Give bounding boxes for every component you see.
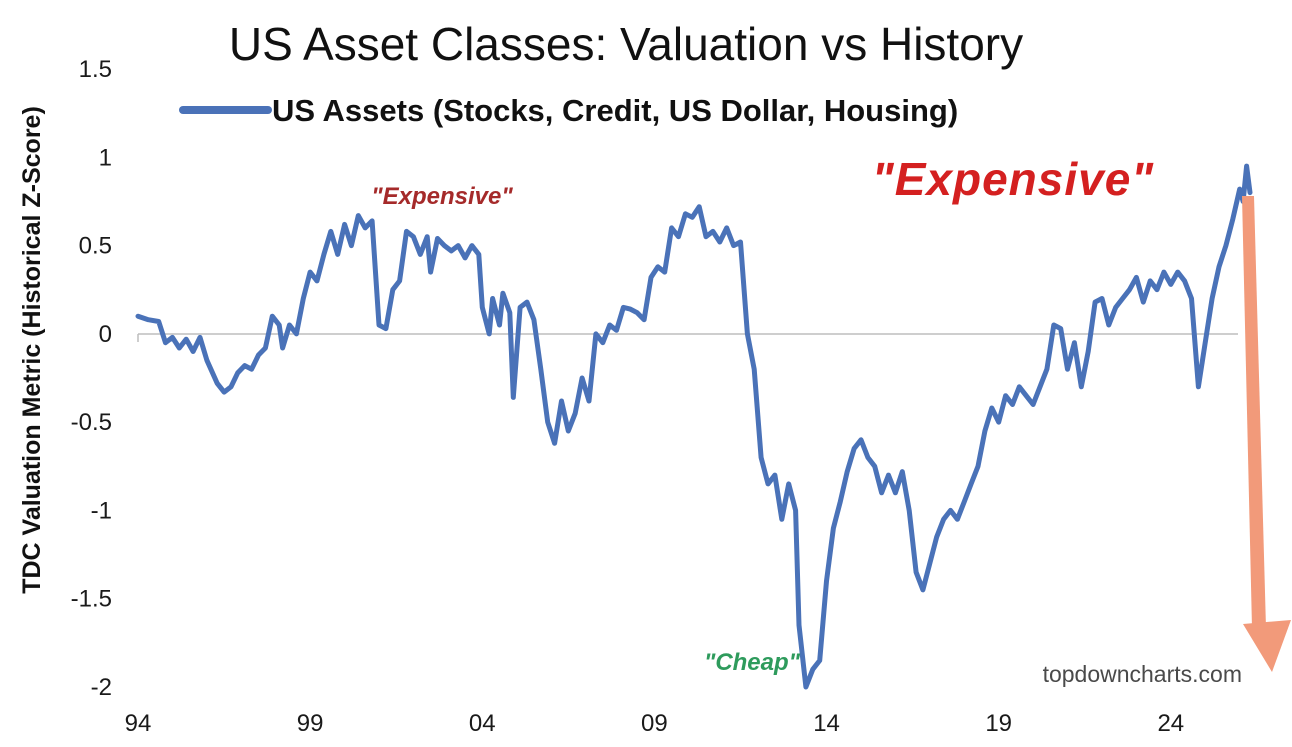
- down-arrow-shaft: [1242, 196, 1266, 628]
- y-tick-label: 1.5: [79, 56, 112, 83]
- x-tick-label: 19: [985, 710, 1012, 737]
- legend: US Assets (Stocks, Credit, US Dollar, Ho…: [179, 93, 958, 128]
- annotation-expensive-recent: "Expensive": [872, 153, 1154, 205]
- y-tick-label: -0.5: [71, 409, 112, 436]
- series-line-us-assets: [135, 163, 1253, 690]
- y-tick-label: -1: [91, 497, 112, 524]
- x-tick-label: 04: [469, 710, 496, 737]
- y-tick-label: 0.5: [79, 233, 112, 260]
- x-tick-label: 99: [297, 710, 324, 737]
- down-arrow: [1242, 196, 1291, 672]
- y-axis-label: TDC Valuation Metric (Historical Z-Score…: [18, 106, 46, 594]
- x-tick-label: 14: [813, 710, 840, 737]
- y-tick-label: -2: [91, 674, 112, 701]
- annotation-expensive-top: "Expensive": [371, 183, 513, 210]
- y-tick-label: 1: [99, 144, 112, 171]
- y-tick-label: -1.5: [71, 586, 112, 613]
- y-tick-label: 0: [99, 321, 112, 348]
- annotation-cheap: "Cheap": [704, 649, 801, 676]
- x-tick-label: 09: [641, 710, 668, 737]
- y-axis-ticks: 1.5 1 0.5 0 -0.5 -1 -1.5 -2: [71, 56, 112, 701]
- x-axis-ticks: 94 99 04 09 14 19 24: [125, 710, 1185, 737]
- x-tick-label: 24: [1157, 710, 1184, 737]
- chart-title: US Asset Classes: Valuation vs History: [229, 18, 1023, 70]
- legend-label: US Assets (Stocks, Credit, US Dollar, Ho…: [272, 93, 958, 128]
- x-tick-label: 94: [125, 710, 152, 737]
- down-arrow-head: [1243, 620, 1291, 672]
- source-credit: topdowncharts.com: [1043, 661, 1242, 687]
